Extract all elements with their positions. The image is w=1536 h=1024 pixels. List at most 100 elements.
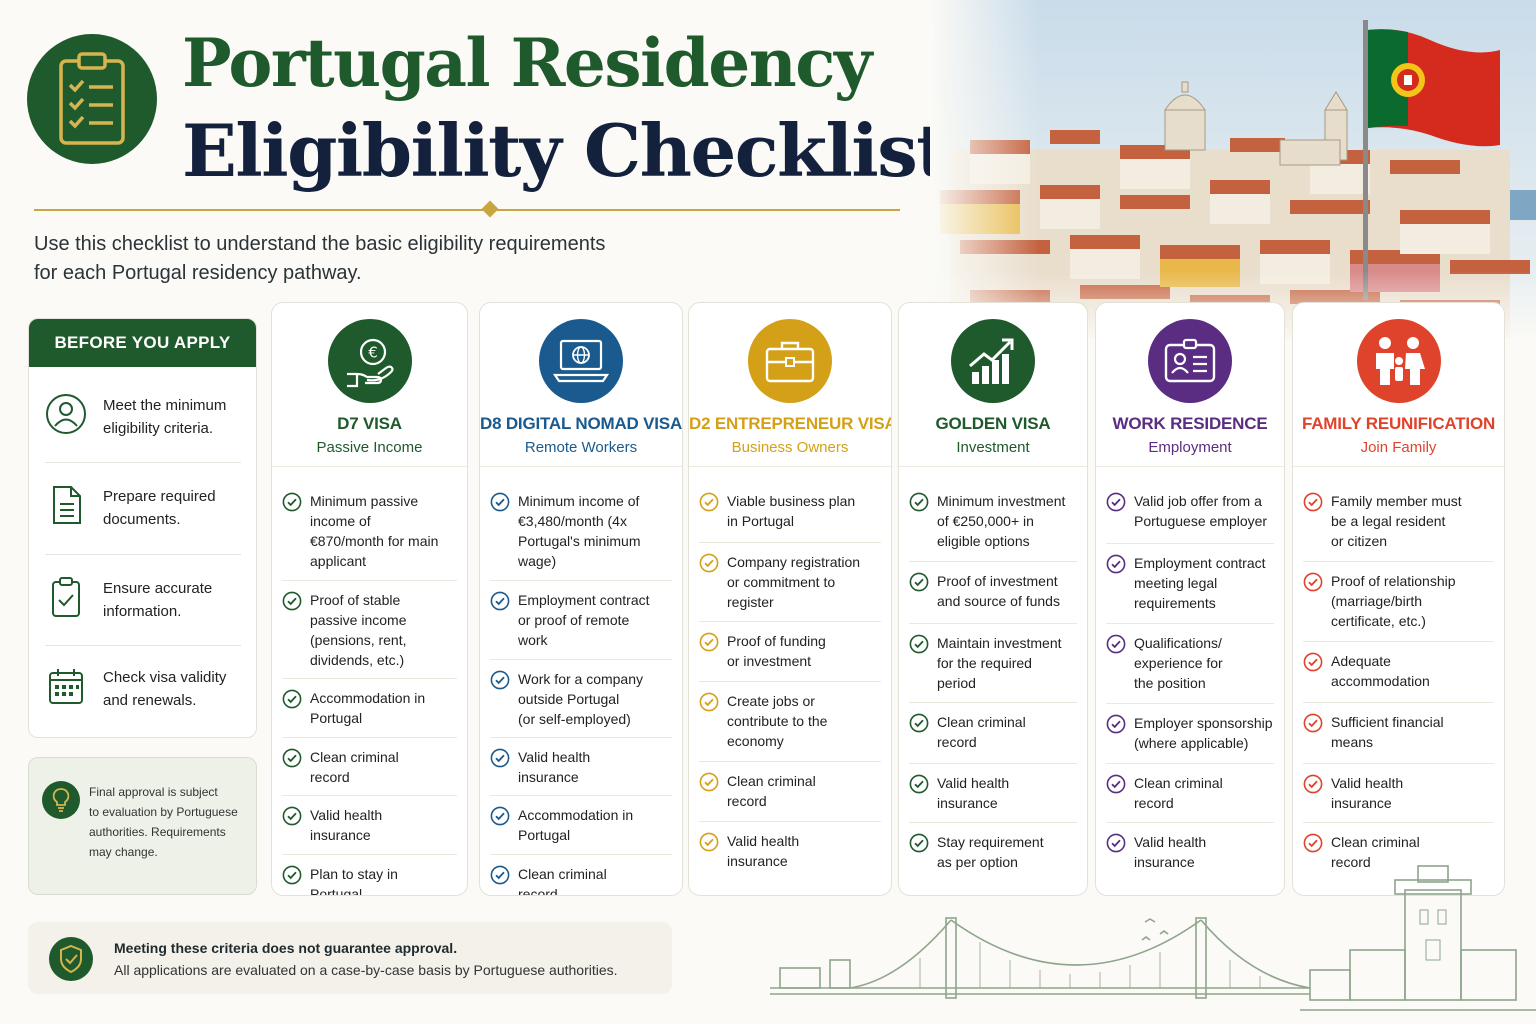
requirement-line: certificate, etc.) — [1331, 613, 1426, 629]
intro-line: for each Portugal residency pathway. — [34, 262, 362, 284]
before-apply-item-text: Prepare required documents. — [103, 485, 216, 531]
requirement-line: Qualifications/ — [1134, 635, 1222, 651]
requirement-item: Valid job offer from a Portuguese employe… — [1106, 491, 1274, 531]
requirement-line: Valid health — [1331, 775, 1404, 791]
requirement-line: insurance — [310, 827, 371, 843]
before-apply-item: Meet the minimum eligibility criteria. — [45, 393, 241, 440]
divider — [1303, 561, 1494, 562]
requirement-line: or proof of remote — [518, 612, 630, 628]
visa-subtitle: Passive Income — [316, 439, 423, 456]
requirement-item: Accommodation in Portugal — [282, 688, 457, 728]
before-apply-item-text: Ensure accurate information. — [103, 577, 212, 623]
requirement-line: eligible options — [937, 533, 1030, 549]
divider — [45, 645, 241, 646]
check-circle-icon — [282, 591, 302, 670]
requirement-line: Proof of investment — [937, 573, 1058, 589]
divider — [45, 462, 241, 463]
requirement-text: Minimum passive income of €870/month for m… — [310, 491, 438, 571]
requirement-line: insurance — [1331, 795, 1392, 811]
check-circle-icon — [1106, 554, 1126, 613]
requirement-line: Company registration — [727, 554, 861, 570]
requirement-text: Proof of investment and source of funds — [937, 571, 1060, 611]
requirement-line: Proof of funding — [727, 633, 826, 649]
requirement-line: (where applicable) — [1134, 735, 1249, 751]
requirement-item: Valid health insurance — [1303, 773, 1494, 813]
calendar-icon — [45, 665, 89, 712]
requirement-text: Qualifications/experience for the positio… — [1134, 633, 1223, 693]
requirement-item: Clean criminal record — [1106, 773, 1274, 813]
check-circle-icon — [1106, 833, 1126, 872]
visa-column-header: D2 ENTREPRENEUR VISA Business Owners — [689, 303, 891, 467]
check-circle-icon — [909, 634, 929, 693]
check-circle-icon — [909, 713, 929, 752]
requirement-line: record — [518, 886, 558, 896]
before-apply-line: documents. — [103, 510, 181, 528]
check-circle-icon — [1106, 492, 1126, 531]
requirement-line: Adequate — [1331, 653, 1391, 669]
requirement-item: Proof of investment and source of funds — [909, 571, 1077, 611]
requirement-line: Minimum income of — [518, 493, 640, 509]
before-apply-line: Prepare required — [103, 487, 216, 505]
check-circle-icon — [282, 865, 302, 895]
clipboard-check-icon — [45, 576, 89, 623]
requirement-text: Valid health insurance — [1331, 773, 1403, 813]
approval-note-text: Final approval is subject to evaluation … — [89, 782, 249, 862]
before-apply-line: Check visa validity — [103, 668, 227, 686]
document-icon — [45, 484, 89, 531]
check-circle-icon — [1303, 833, 1323, 872]
requirement-item: Clean criminal record — [282, 747, 457, 787]
divider — [1303, 641, 1494, 642]
divider — [490, 854, 672, 855]
check-circle-icon — [1106, 634, 1126, 693]
visa-name: D7 VISA — [337, 414, 402, 433]
requirement-line: be a legal resident — [1331, 513, 1446, 529]
check-circle-icon — [1303, 572, 1323, 631]
requirement-line: Proof of stable — [310, 592, 401, 608]
requirement-line: or commitment to — [727, 574, 836, 590]
requirement-line: or citizen — [1331, 533, 1388, 549]
intro-line: Use this checklist to understand the bas… — [34, 233, 606, 255]
visa-name: WORK RESIDENCE — [1112, 414, 1268, 433]
requirement-line: work — [518, 632, 548, 648]
requirement-line: Sufficient financial — [1331, 714, 1444, 730]
before-apply-item: Check visa validity and renewals. — [45, 665, 241, 712]
user-icon — [45, 393, 89, 440]
intro-text: Use this checklist to understand the bas… — [34, 230, 694, 288]
requirement-line: record — [1134, 795, 1174, 811]
requirement-line: means — [1331, 734, 1374, 750]
divider — [282, 795, 457, 796]
check-circle-icon — [699, 832, 719, 871]
requirement-text: Adequate accommodation — [1331, 651, 1430, 691]
requirement-text: Clean criminal record — [727, 771, 816, 811]
requirement-line: income of — [310, 513, 371, 529]
requirement-line: €870/month for main — [310, 533, 439, 549]
requirement-text: Valid health insurance — [310, 805, 382, 845]
before-apply-item: Prepare required documents. — [45, 484, 241, 531]
divider — [909, 702, 1077, 703]
visa-column-header: D8 DIGITAL NOMAD VISA Remote Workers — [480, 303, 682, 467]
requirement-text: Company registration or commitment to regi… — [727, 552, 860, 612]
id-badge-icon — [1148, 319, 1232, 403]
divider — [1106, 623, 1274, 624]
page-title-line2: Eligibility Checklist — [182, 108, 950, 193]
before-apply-line: Ensure accurate — [103, 579, 213, 597]
requirement-item: Minimum income of €3,480/month (4x Portuga… — [490, 491, 672, 571]
before-apply-item-text: Check visa validity and renewals. — [103, 666, 226, 712]
title-divider — [34, 209, 900, 211]
requirement-line: Valid health — [727, 833, 800, 849]
requirement-line: economy — [727, 733, 784, 749]
visa-column-d2-entrepreneur-visa: D2 ENTREPRENEUR VISA Business Owners Viabl… — [688, 302, 892, 896]
divider-diamond — [481, 200, 499, 218]
requirement-line: Portugal — [518, 827, 571, 843]
requirement-line: Portugal — [310, 886, 363, 896]
visa-column-header: WORK RESIDENCE Employment — [1096, 303, 1284, 467]
requirement-line: Minimum passive — [310, 493, 419, 509]
divider — [282, 580, 457, 581]
requirement-text: Work for a company outside Portugal (or se… — [518, 669, 643, 729]
divider — [909, 822, 1077, 823]
requirement-text: Employment contract or proof of remote wor… — [518, 590, 650, 650]
check-circle-icon — [282, 689, 302, 728]
requirement-line: accommodation — [1331, 673, 1430, 689]
divider — [909, 763, 1077, 764]
requirement-item: Proof of funding or investment — [699, 631, 881, 671]
